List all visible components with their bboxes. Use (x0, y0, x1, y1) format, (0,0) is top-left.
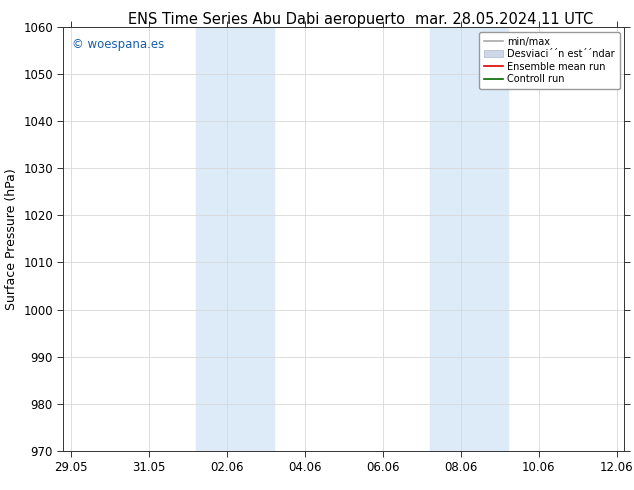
Text: © woespana.es: © woespana.es (72, 38, 164, 50)
Bar (430, 27, 508, 451)
Legend: min/max, Desviaci´´n est´´ndar, Ensemble mean run, Controll run: min/max, Desviaci´´n est´´ndar, Ensemble… (479, 32, 619, 89)
Y-axis label: Surface Pressure (hPa): Surface Pressure (hPa) (4, 168, 18, 310)
Bar (196, 27, 274, 451)
Text: ENS Time Series Abu Dabi aeropuerto: ENS Time Series Abu Dabi aeropuerto (128, 12, 404, 27)
Text: mar. 28.05.2024 11 UTC: mar. 28.05.2024 11 UTC (415, 12, 593, 27)
